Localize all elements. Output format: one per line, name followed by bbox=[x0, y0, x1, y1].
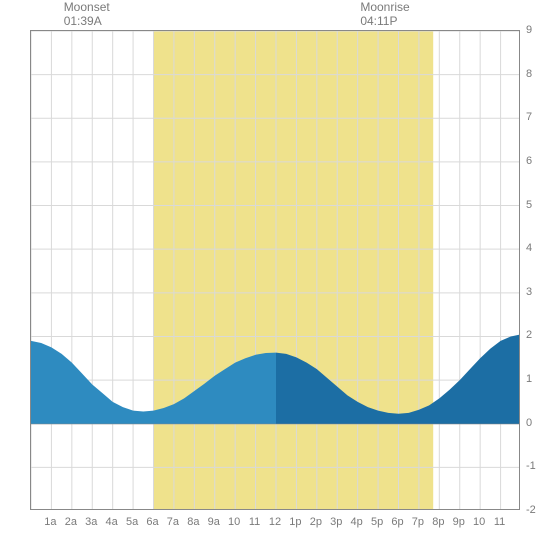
plot-svg bbox=[31, 31, 520, 510]
moonset-time: 01:39A bbox=[64, 14, 110, 28]
x-tick-label: 5a bbox=[126, 516, 138, 528]
y-tick-label: -1 bbox=[526, 460, 536, 472]
x-tick-label: 9p bbox=[453, 516, 465, 528]
x-tick-label: 12 bbox=[269, 516, 281, 528]
y-tick-label: 5 bbox=[526, 199, 532, 211]
moonrise-time: 04:11P bbox=[360, 14, 409, 28]
x-tick-label: 8p bbox=[432, 516, 444, 528]
x-tick-label: 11 bbox=[494, 516, 505, 528]
moonrise-header: Moonrise 04:11P bbox=[360, 0, 409, 29]
x-tick-label: 4p bbox=[351, 516, 363, 528]
y-tick-label: 2 bbox=[526, 329, 532, 341]
tide-chart: Moonset 01:39A Moonrise 04:11P 1a 2a 3a 4a 5… bbox=[0, 0, 550, 550]
x-tick-label: 5p bbox=[371, 516, 383, 528]
y-tick-label: -2 bbox=[526, 504, 536, 516]
x-tick-label: 2a bbox=[65, 516, 77, 528]
x-tick-label: 10 bbox=[228, 516, 240, 528]
x-tick-label: 6p bbox=[391, 516, 403, 528]
x-tick-label: 11 bbox=[249, 516, 260, 528]
x-tick-label: 3p bbox=[330, 516, 342, 528]
x-tick-label: 6a bbox=[146, 516, 158, 528]
x-tick-label: 7p bbox=[412, 516, 424, 528]
x-tick-label: 8a bbox=[187, 516, 199, 528]
moonset-header: Moonset 01:39A bbox=[64, 0, 110, 29]
y-tick-label: 6 bbox=[526, 155, 532, 167]
y-tick-label: 1 bbox=[526, 373, 532, 385]
y-tick-label: 9 bbox=[526, 24, 532, 36]
y-tick-label: 0 bbox=[526, 417, 532, 429]
x-tick-label: 7a bbox=[167, 516, 179, 528]
y-tick-label: 4 bbox=[526, 242, 532, 254]
y-tick-label: 3 bbox=[526, 286, 532, 298]
y-tick-label: 8 bbox=[526, 68, 532, 80]
x-tick-label: 1p bbox=[289, 516, 301, 528]
x-tick-label: 2p bbox=[310, 516, 322, 528]
x-tick-label: 10 bbox=[473, 516, 485, 528]
moonset-title: Moonset bbox=[64, 0, 110, 14]
moonrise-title: Moonrise bbox=[360, 0, 409, 14]
x-tick-label: 9a bbox=[208, 516, 220, 528]
x-tick-label: 1a bbox=[44, 516, 56, 528]
y-tick-label: 7 bbox=[526, 111, 532, 123]
x-tick-label: 3a bbox=[85, 516, 97, 528]
x-tick-label: 4a bbox=[106, 516, 118, 528]
plot-area bbox=[30, 30, 520, 510]
